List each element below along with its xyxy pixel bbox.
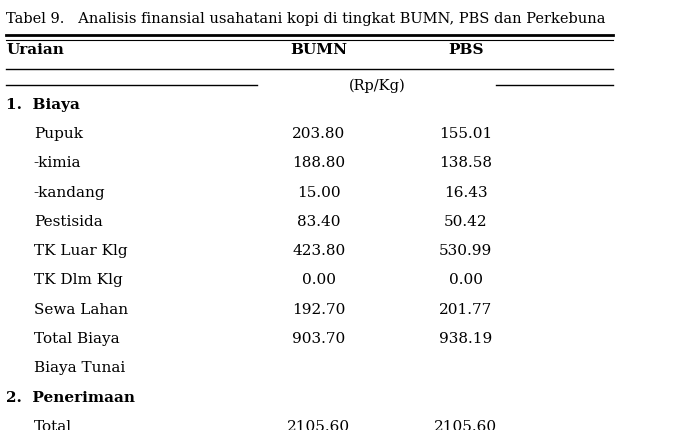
Text: 15.00: 15.00 xyxy=(297,186,340,200)
Text: Biaya Tunai: Biaya Tunai xyxy=(34,361,125,375)
Text: Pupuk: Pupuk xyxy=(34,127,83,141)
Text: 2.  Penerimaan: 2. Penerimaan xyxy=(6,390,135,405)
Text: 903.70: 903.70 xyxy=(292,332,345,346)
Text: 155.01: 155.01 xyxy=(439,127,493,141)
Text: 50.42: 50.42 xyxy=(444,215,488,229)
Text: -kandang: -kandang xyxy=(34,186,106,200)
Text: Tabel 9.   Analisis finansial usahatani kopi di tingkat BUMN, PBS dan Perkebuna: Tabel 9. Analisis finansial usahatani ko… xyxy=(6,12,606,26)
Text: 83.40: 83.40 xyxy=(297,215,340,229)
Text: 423.80: 423.80 xyxy=(292,244,345,258)
Text: 2105.60: 2105.60 xyxy=(434,420,497,430)
Text: 0.00: 0.00 xyxy=(302,273,335,287)
Text: Pestisida: Pestisida xyxy=(34,215,102,229)
Text: 192.70: 192.70 xyxy=(292,303,345,317)
Text: Total: Total xyxy=(34,420,72,430)
Text: 0.00: 0.00 xyxy=(449,273,483,287)
Text: 938.19: 938.19 xyxy=(439,332,493,346)
Text: TK Dlm Klg: TK Dlm Klg xyxy=(34,273,123,287)
Text: PBS: PBS xyxy=(448,43,484,57)
Text: Sewa Lahan: Sewa Lahan xyxy=(34,303,128,317)
Text: 201.77: 201.77 xyxy=(439,303,493,317)
Text: 203.80: 203.80 xyxy=(292,127,345,141)
Text: (Rp/Kg): (Rp/Kg) xyxy=(348,78,405,92)
Text: 2105.60: 2105.60 xyxy=(287,420,351,430)
Text: TK Luar Klg: TK Luar Klg xyxy=(34,244,128,258)
Text: Uraian: Uraian xyxy=(6,43,64,57)
Text: 188.80: 188.80 xyxy=(292,157,345,170)
Text: 1.  Biaya: 1. Biaya xyxy=(6,98,80,112)
Text: 530.99: 530.99 xyxy=(439,244,493,258)
Text: 16.43: 16.43 xyxy=(444,186,488,200)
Text: -kimia: -kimia xyxy=(34,157,81,170)
Text: Total Biaya: Total Biaya xyxy=(34,332,119,346)
Text: BUMN: BUMN xyxy=(290,43,347,57)
Text: 138.58: 138.58 xyxy=(439,157,493,170)
